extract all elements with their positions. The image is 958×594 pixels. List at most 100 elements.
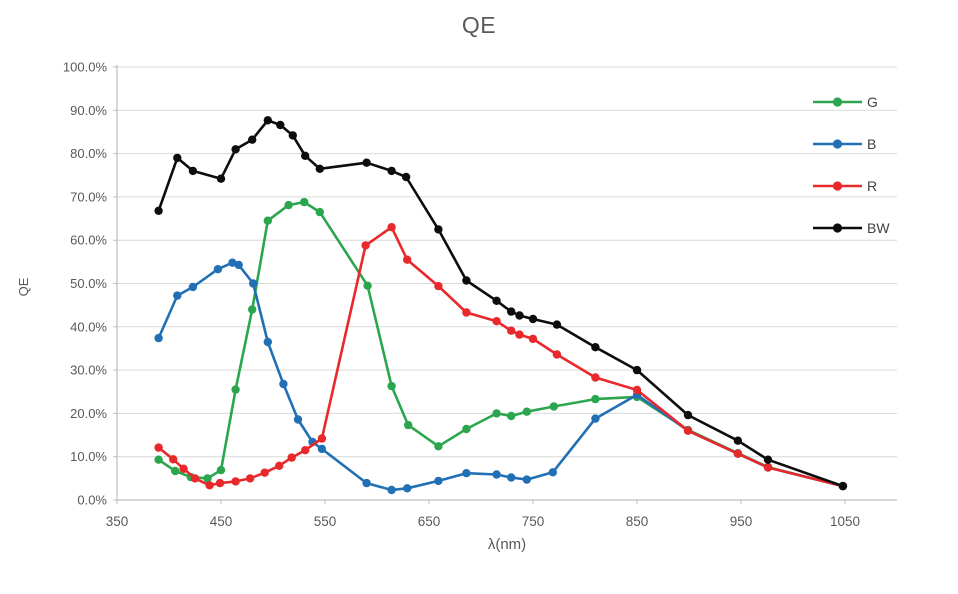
data-point-B (522, 475, 531, 484)
data-point-R (528, 334, 538, 344)
data-point-BW (591, 343, 600, 352)
legend-item-G[interactable]: G (813, 94, 878, 110)
legend-marker-icon (832, 97, 843, 107)
data-point-BW (362, 158, 371, 167)
data-point-B (173, 291, 182, 300)
data-point-BW (528, 314, 538, 324)
data-point-G (203, 474, 212, 483)
y-tick-label: 20.0% (70, 406, 107, 421)
data-point-R (215, 478, 225, 488)
data-point-G (284, 200, 293, 210)
data-point-R (591, 373, 600, 382)
data-point-G (300, 197, 309, 207)
data-point-B (154, 333, 163, 343)
data-point-R (462, 308, 471, 317)
y-tick-label: 0.0% (77, 493, 107, 508)
x-tick-label: 1050 (830, 514, 860, 529)
data-point-G (315, 207, 324, 217)
data-point-G (404, 420, 413, 430)
data-point-R (632, 385, 642, 395)
data-point-BW (301, 151, 310, 160)
data-point-B (548, 468, 557, 477)
data-point-G (507, 411, 516, 421)
data-point-BW (248, 135, 257, 144)
legend-marker-icon (832, 181, 843, 191)
data-point-R (361, 241, 370, 250)
data-point-G (591, 394, 600, 404)
x-tick-label: 950 (730, 514, 753, 529)
data-point-G (171, 466, 180, 476)
data-point-B (249, 279, 258, 288)
data-point-BW (173, 153, 182, 163)
data-point-BW (231, 145, 240, 154)
data-point-R (552, 350, 562, 359)
data-point-R (507, 326, 516, 335)
data-point-BW (632, 365, 642, 375)
data-point-BW (434, 225, 443, 234)
data-point-B (234, 260, 243, 270)
data-point-BW (216, 174, 226, 183)
legend-label: G (867, 94, 878, 110)
data-point-R (403, 255, 412, 264)
data-point-G (154, 455, 163, 464)
data-point-BW (276, 120, 285, 130)
data-point-BW (188, 166, 198, 176)
data-point-BW (683, 410, 693, 420)
legend-item-R[interactable]: R (813, 178, 877, 194)
data-point-R (683, 426, 693, 435)
data-point-G (363, 281, 372, 290)
data-point-BW (263, 116, 272, 125)
data-point-B (263, 337, 272, 347)
legend-item-B[interactable]: B (813, 136, 876, 152)
data-point-BW (401, 172, 411, 182)
data-point-BW (154, 206, 163, 215)
data-point-BW (733, 436, 743, 445)
data-point-B (507, 473, 516, 482)
data-point-BW (515, 311, 524, 320)
x-tick-label: 850 (626, 514, 649, 529)
data-point-G (387, 381, 396, 391)
data-point-R (275, 461, 284, 470)
x-tick-label: 550 (314, 514, 337, 529)
legend-label: R (867, 178, 877, 194)
data-point-B (434, 476, 443, 486)
y-tick-label: 30.0% (70, 363, 107, 378)
y-tick-label: 50.0% (70, 276, 107, 291)
legend-item-BW[interactable]: BW (813, 220, 890, 236)
data-point-BW (387, 166, 396, 176)
legend-marker-icon (832, 139, 843, 149)
legend-label: BW (867, 220, 890, 236)
data-point-B (462, 469, 471, 478)
data-point-B (492, 470, 501, 479)
data-point-R (492, 317, 501, 326)
data-point-BW (462, 276, 471, 285)
data-point-R (205, 481, 214, 490)
data-point-G (231, 385, 240, 394)
data-point-R (169, 455, 178, 464)
data-point-B (317, 444, 327, 454)
data-point-G (549, 402, 558, 411)
data-point-R (287, 453, 296, 462)
data-point-R (301, 446, 310, 455)
data-point-BW (315, 164, 324, 173)
data-point-R (179, 464, 188, 473)
data-point-R (317, 434, 327, 443)
data-point-B (228, 258, 237, 267)
data-point-G (434, 442, 443, 451)
data-point-R (434, 281, 443, 291)
data-point-G (216, 465, 226, 475)
legend-label: B (867, 136, 876, 152)
data-point-BW (288, 131, 297, 140)
chart-title: QE (461, 12, 497, 38)
x-axis-title: λ(nm) (487, 536, 527, 553)
data-point-G (492, 409, 501, 418)
data-point-B (591, 414, 600, 423)
x-tick-label: 650 (418, 514, 441, 529)
data-point-R (245, 474, 255, 483)
y-tick-label: 80.0% (70, 146, 107, 161)
data-point-R (260, 468, 269, 477)
y-tick-label: 10.0% (70, 449, 107, 464)
data-point-R (190, 474, 200, 483)
